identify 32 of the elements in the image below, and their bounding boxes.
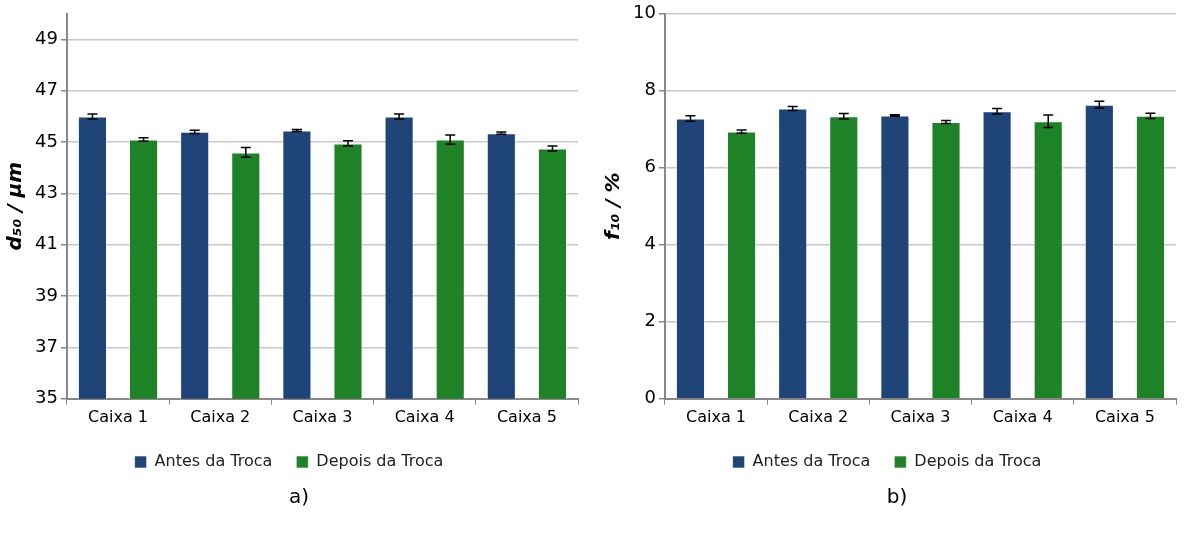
x-tick-label: Caixa 1 (686, 406, 746, 426)
y-tick-label: 45 (35, 129, 58, 151)
y-axis-title: d₅₀ / µm (2, 161, 27, 251)
y-tick-label: 6 (644, 155, 656, 177)
x-tick-label: Caixa 5 (1094, 406, 1155, 426)
y-tick-label: 35 (35, 386, 58, 408)
legend-label: Antes da Troca (154, 451, 273, 471)
y-tick-label: 0 (644, 386, 656, 408)
legend-label: Depois da Troca (914, 451, 1042, 471)
y-tick-label: 41 (35, 232, 58, 254)
y-tick-label: 4 (644, 232, 656, 254)
y-tick-label: 49 (35, 27, 58, 49)
y-axis-title: f₁₀ / % (600, 172, 625, 241)
text: a) (287, 484, 311, 508)
x-tick-label: Caixa 1 (88, 406, 148, 426)
y-tick-label: 2 (644, 309, 656, 331)
x-tick-label: Caixa 5 (496, 406, 557, 426)
x-tick-label: Caixa 3 (890, 406, 951, 426)
y-tick-label: 43 (35, 181, 58, 203)
x-tick-label: Caixa 2 (788, 406, 849, 426)
x-tick-label: Caixa 4 (992, 406, 1053, 426)
y-tick-label: 39 (35, 283, 58, 305)
x-tick-label: Caixa 2 (190, 406, 251, 426)
x-tick-label: Caixa 3 (292, 406, 353, 426)
y-tick-label: 10 (633, 1, 656, 23)
legend-label: Depois da Troca (316, 451, 444, 471)
legend-label: Antes da Troca (752, 451, 871, 471)
y-tick-label: 37 (35, 335, 58, 357)
text: b) (885, 484, 909, 508)
y-tick-label: 8 (644, 78, 656, 100)
y-tick-label: 47 (35, 78, 58, 100)
x-tick-label: Caixa 4 (394, 406, 455, 426)
